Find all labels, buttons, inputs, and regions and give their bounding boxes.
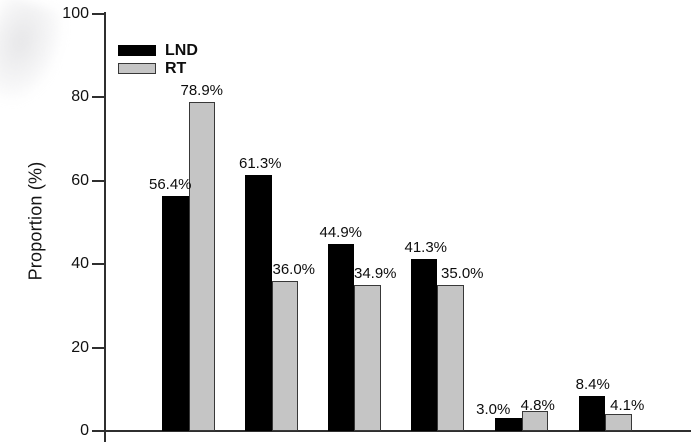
x-axis-line — [104, 430, 691, 432]
bar-rt-group1 — [188, 101, 215, 431]
legend-label-rt: RT — [165, 60, 187, 77]
bar-value-label-rt-group3: 34.9% — [353, 265, 397, 283]
legend-item-lnd: LND — [118, 42, 198, 59]
y-tick-mark — [92, 179, 104, 182]
bar-value-label-rt-group1: 78.9% — [180, 81, 224, 99]
bar-value-label-rt-group2: 36.0% — [272, 260, 316, 278]
bar-value-label-rt-group6: 4.1% — [610, 396, 645, 414]
bar-value-label-lnd-group3: 44.9% — [319, 223, 363, 241]
bar-rt-group3 — [354, 285, 381, 431]
legend-label-lnd: LND — [165, 42, 198, 59]
y-tick-mark — [92, 96, 104, 98]
bar-lnd-group3 — [327, 243, 354, 431]
bar-value-label-lnd-group1: 56.4% — [148, 175, 192, 193]
y-tick-label: 0 — [80, 422, 89, 439]
bar-lnd-group5 — [495, 418, 522, 431]
y-tick-mark — [92, 346, 104, 349]
bar-value-label-lnd-group4: 41.3% — [404, 238, 448, 256]
y-tick-mark — [92, 430, 104, 432]
bar-value-label-lnd-group6: 8.4% — [575, 375, 610, 393]
bar-lnd-group2 — [245, 175, 272, 431]
y-tick-label: 40 — [71, 255, 89, 272]
rt-swatch-icon — [118, 63, 156, 74]
y-tick-mark — [92, 12, 104, 15]
bar-lnd-group4 — [410, 258, 437, 431]
y-tick-label: 80 — [71, 88, 89, 105]
legend: LND RT — [118, 43, 198, 79]
bar-value-label-rt-group4: 35.0% — [440, 264, 484, 282]
legend-item-rt: RT — [118, 60, 198, 77]
bar-value-label-rt-group5: 4.8% — [520, 396, 555, 414]
y-tick-mark — [92, 263, 104, 265]
y-tick-label: 20 — [71, 338, 89, 356]
y-tick-label: 60 — [71, 171, 89, 189]
bar-value-label-lnd-group5: 3.0% — [476, 401, 511, 419]
lnd-swatch-icon — [118, 45, 156, 56]
bar-rt-group6 — [605, 413, 632, 431]
bar-value-label-lnd-group2: 61.3% — [238, 155, 282, 173]
y-axis-line — [104, 12, 106, 442]
y-tick-label: 100 — [62, 4, 89, 22]
bar-rt-group5 — [521, 410, 548, 431]
bar-rt-group2 — [271, 280, 298, 431]
bar-lnd-group1 — [162, 195, 189, 431]
bar-lnd-group6 — [578, 395, 605, 431]
bar-rt-group4 — [437, 284, 464, 431]
